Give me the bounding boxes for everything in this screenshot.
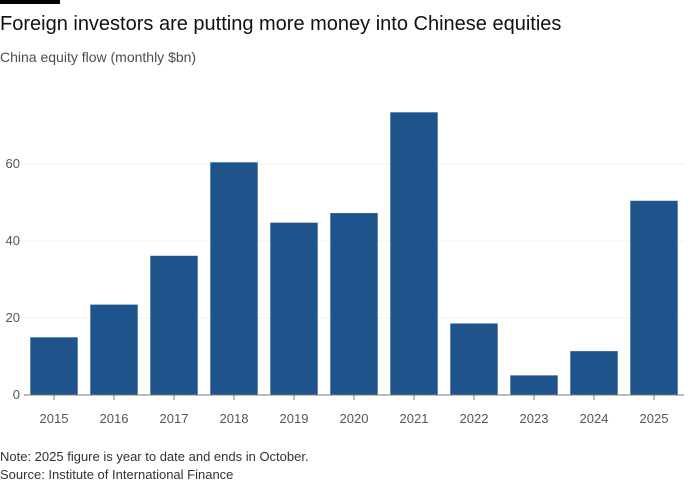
bar-2023	[510, 375, 558, 395]
x-tick-label: 2019	[280, 411, 309, 426]
x-tick-label: 2016	[100, 411, 129, 426]
bar-2016	[90, 304, 138, 395]
chart-subtitle: China equity flow (monthly $bn)	[0, 49, 197, 65]
bar-2022	[450, 323, 498, 395]
bar-2019	[270, 222, 318, 395]
bar-chart: 0 20 40 60 2015 2016 2017 2018 2019 2020 2021 2022 2…	[6, 112, 684, 426]
bar-2017	[150, 255, 198, 395]
bars	[30, 112, 678, 396]
x-tick-label: 2015	[40, 411, 69, 426]
x-tick-label: 2023	[520, 411, 549, 426]
x-tick-label: 2024	[580, 411, 609, 426]
top-rule	[0, 0, 60, 4]
footnote: Note: 2025 figure is year to date and en…	[0, 449, 309, 464]
bar-2025	[630, 200, 678, 395]
bar-2024	[570, 351, 618, 395]
bar-2015	[30, 337, 78, 395]
x-tick-label: 2018	[220, 411, 249, 426]
y-tick-label: 20	[6, 310, 20, 325]
y-tick-label: 0	[13, 387, 20, 402]
bar-2020	[330, 213, 378, 395]
bar-2018	[210, 162, 258, 395]
source-line: Source: Institute of International Finan…	[0, 467, 234, 482]
y-tick-label: 60	[6, 156, 20, 171]
bar-2021	[390, 112, 438, 396]
axes: 0 20 40 60 2015 2016 2017 2018 2019 2020 2021 2022 2…	[6, 156, 684, 426]
x-tick-label: 2025	[640, 411, 669, 426]
x-tick-label: 2021	[400, 411, 429, 426]
y-tick-label: 40	[6, 233, 20, 248]
x-tick-label: 2022	[460, 411, 489, 426]
x-tick-label: 2020	[340, 411, 369, 426]
chart-title: Foreign investors are putting more money…	[0, 13, 562, 35]
x-tick-label: 2017	[160, 411, 189, 426]
